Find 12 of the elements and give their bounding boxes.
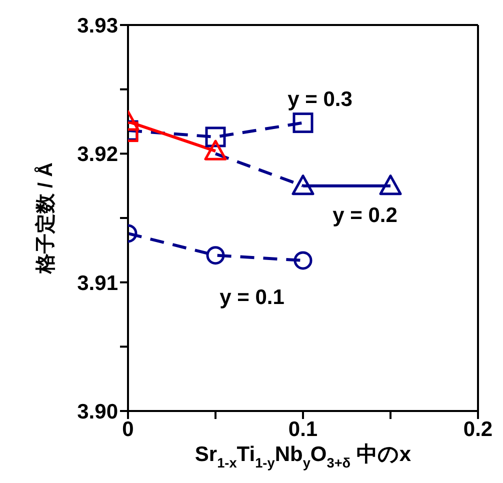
text: Sr$_{1-x}$Ti$_{1-y}$Nb$_{y}$O$_{3+δ}$ 中のx (194, 443, 412, 470)
x-tick-label: 0 (122, 418, 134, 441)
annotation: y = 0.3 (288, 88, 352, 112)
y-tick-label: 3.93 (77, 14, 118, 38)
x-tick-label: 0.2 (463, 418, 493, 441)
y-tick-label: 3.91 (77, 272, 118, 295)
y-axis-title: 格子定数 / Å (34, 162, 57, 275)
annotation: y = 0.1 (220, 286, 284, 310)
y-tick-label: 3.92 (77, 143, 118, 166)
y-tick-label: 3.90 (77, 400, 118, 424)
annotation: y = 0.2 (332, 204, 398, 228)
x-tick-label: 0.1 (288, 418, 318, 441)
